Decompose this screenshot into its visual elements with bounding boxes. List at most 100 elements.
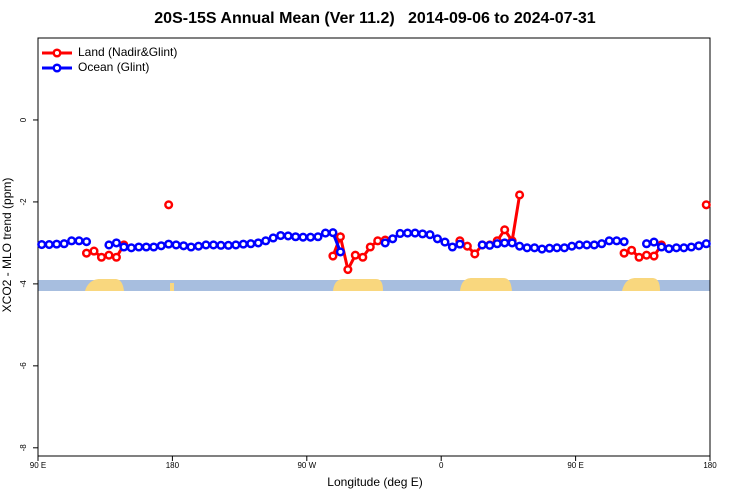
data-point — [111, 252, 121, 262]
data-point — [335, 232, 345, 242]
data-point — [701, 200, 711, 210]
data-point — [328, 251, 338, 261]
data-point — [447, 242, 457, 252]
data-point — [253, 238, 263, 248]
data-point — [223, 240, 233, 250]
data-point — [671, 243, 681, 253]
data-point — [193, 241, 204, 251]
data-point — [641, 250, 652, 260]
data-point — [208, 240, 219, 250]
data-point — [343, 264, 353, 275]
data-point — [559, 243, 569, 253]
x-tick-label: 90 W — [297, 461, 316, 470]
data-point — [164, 239, 174, 249]
land-ocean-strip — [38, 278, 710, 291]
data-point — [641, 239, 652, 249]
data-point — [485, 240, 495, 250]
data-point — [81, 248, 92, 258]
data-point — [149, 242, 159, 252]
data-point — [544, 243, 555, 253]
legend-label: Land (Nadir&Glint) — [78, 45, 177, 59]
x-axis-label: Longitude (deg E) — [327, 475, 422, 489]
data-point — [186, 242, 196, 252]
data-point — [679, 243, 689, 253]
data-point — [313, 232, 323, 242]
data-point — [552, 243, 562, 253]
data-point — [574, 240, 584, 250]
data-point — [380, 238, 390, 248]
data-point — [373, 236, 383, 246]
legend-marker — [52, 48, 62, 58]
data-point — [462, 241, 472, 251]
x-tick-label: 0 — [439, 461, 444, 470]
data-point — [612, 236, 622, 246]
data-point — [649, 251, 659, 261]
data-point — [276, 230, 286, 241]
data-point — [470, 249, 480, 259]
data-point — [686, 242, 696, 252]
data-point — [604, 236, 614, 246]
data-point — [171, 240, 181, 250]
data-point — [477, 240, 487, 250]
data-point — [627, 245, 637, 255]
y-tick-label: 0 — [19, 117, 28, 122]
data-point — [432, 234, 443, 244]
data-point — [89, 246, 99, 256]
data-point — [126, 243, 136, 253]
data-point — [328, 228, 338, 238]
data-point — [283, 231, 293, 241]
x-tick-label: 180 — [703, 461, 717, 470]
y-tick-label: -8 — [19, 444, 28, 452]
x-tick-label: 180 — [166, 461, 180, 470]
data-point — [619, 237, 629, 247]
data-point — [268, 233, 278, 243]
data-point — [567, 241, 577, 251]
y-tick-label: -4 — [19, 280, 28, 288]
data-point — [507, 238, 517, 248]
y-tick-label: -6 — [19, 362, 28, 370]
data-point — [164, 200, 174, 210]
legend-marker — [52, 63, 62, 73]
chart-title: 20S-15S Annual Mean (Ver 11.2) 2014-09-0… — [154, 10, 596, 27]
data-point — [238, 239, 248, 249]
data-point — [664, 244, 674, 254]
data-point — [67, 236, 77, 246]
x-tick-label: 90 E — [567, 461, 583, 470]
data-point — [104, 250, 114, 260]
data-point — [619, 248, 629, 258]
data-point — [529, 243, 540, 253]
data-point — [365, 242, 375, 252]
data-point — [403, 228, 413, 238]
data-point — [298, 232, 308, 242]
data-point — [656, 242, 667, 252]
data-point — [104, 240, 114, 250]
data-point — [455, 239, 465, 249]
data-point — [216, 240, 226, 250]
data-point — [81, 237, 92, 247]
data-point — [44, 239, 54, 250]
data-point — [440, 237, 450, 247]
data-point — [358, 252, 368, 262]
data-point — [246, 239, 256, 249]
data-point — [425, 230, 435, 240]
legend-label: Ocean (Glint) — [78, 60, 149, 74]
data-point — [649, 237, 659, 247]
data-point — [52, 239, 62, 249]
data-point — [231, 240, 241, 250]
x-tick-label: 90 E — [30, 461, 46, 470]
data-point — [291, 232, 301, 242]
data-point — [634, 252, 644, 262]
data-point — [388, 234, 398, 244]
data-point — [492, 239, 502, 249]
data-point — [350, 250, 360, 260]
data-point — [261, 236, 271, 246]
data-point — [305, 232, 316, 242]
data-point — [134, 242, 144, 252]
data-point — [156, 241, 166, 251]
data-point — [500, 225, 510, 235]
data-point — [74, 236, 84, 246]
data-point — [37, 239, 47, 250]
data-point — [410, 228, 420, 238]
data-point — [515, 190, 525, 200]
